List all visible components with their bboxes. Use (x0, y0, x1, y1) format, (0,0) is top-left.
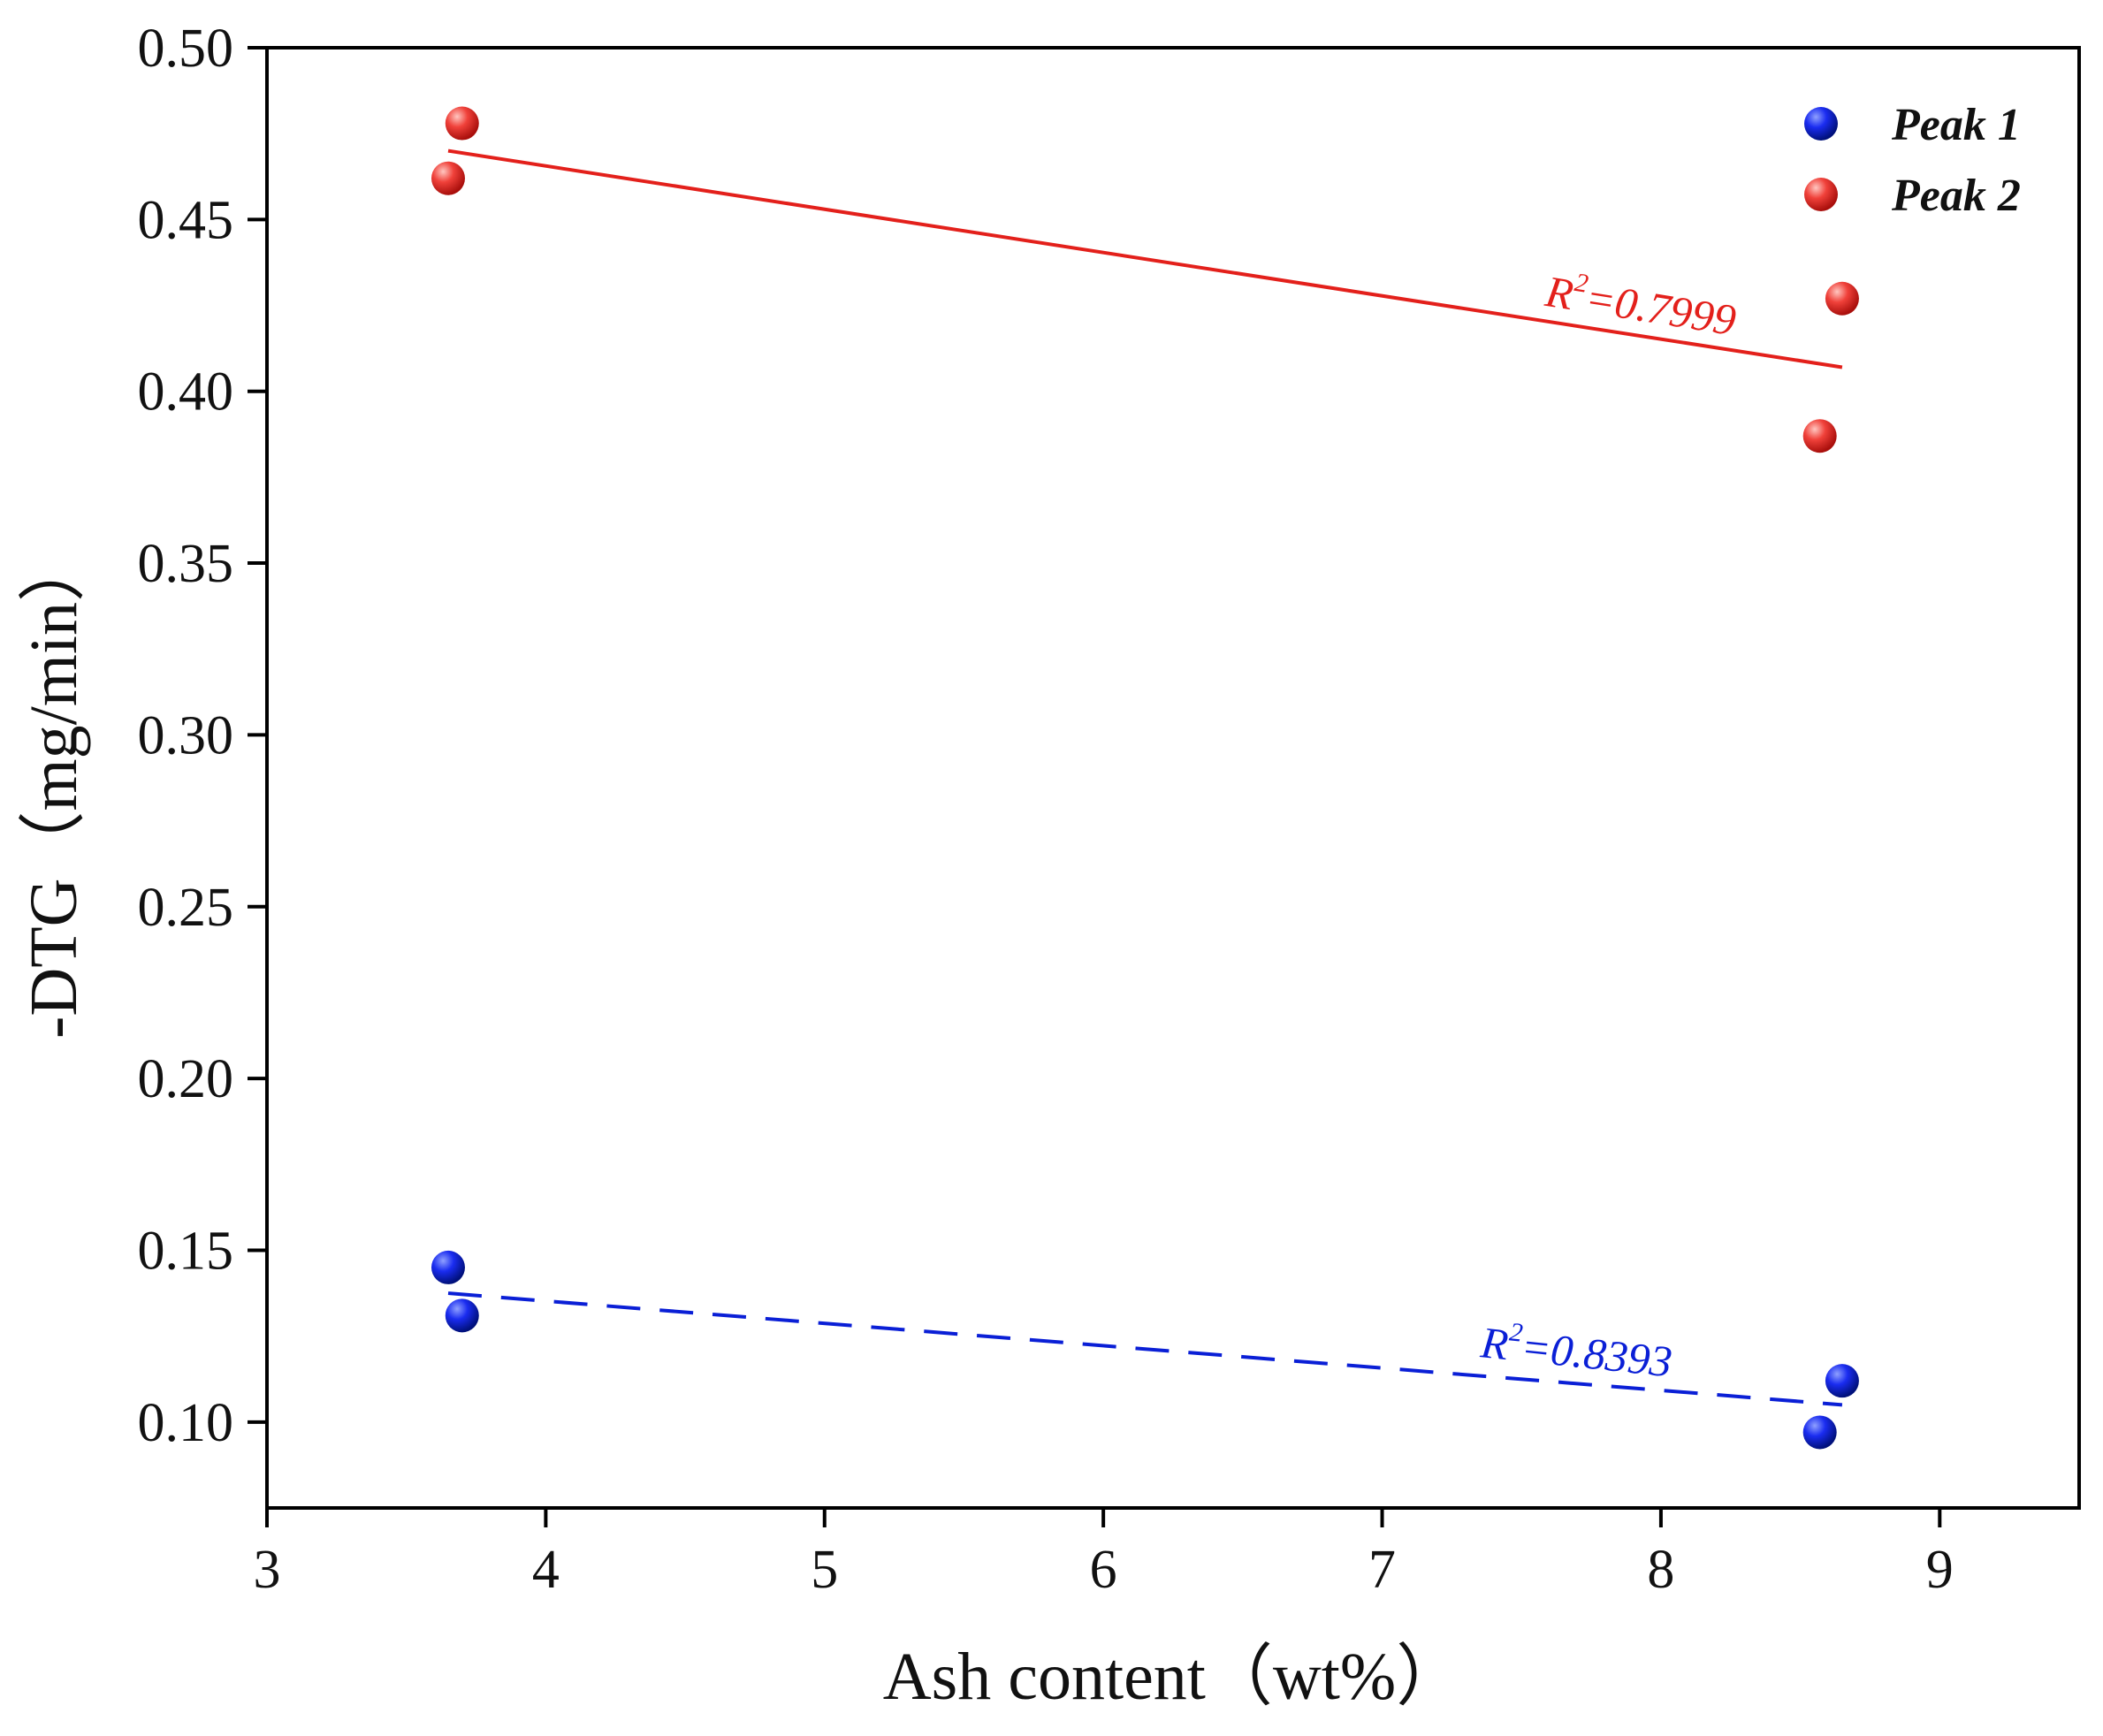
point-peak-2 (445, 106, 479, 141)
point-peak-2 (1825, 281, 1859, 316)
y-axis: 0.10 0.15 0.20 0.25 0.30 0.35 0.40 0.45 0.50 (138, 19, 267, 1453)
point-peak-2 (1802, 419, 1837, 453)
fit-line-peak-2 (447, 148, 1843, 369)
x-tick-label: 6 (1090, 1540, 1117, 1600)
x-tick-label: 8 (1647, 1540, 1674, 1600)
y-tick-label: 0.30 (138, 705, 234, 765)
data-points (431, 106, 1859, 1450)
plot-frame-rect (265, 46, 2081, 1510)
x-tick-label: 3 (254, 1540, 281, 1600)
y-tick-label: 0.25 (138, 878, 234, 938)
point-peak-1 (431, 1250, 465, 1284)
point-peak-1 (1802, 1415, 1837, 1450)
x-tick-label: 4 (532, 1540, 560, 1600)
point-peak-1 (445, 1298, 479, 1333)
y-tick-label: 0.40 (138, 362, 234, 423)
r2-label: R2=0.8393 (1478, 1314, 1675, 1386)
y-tick-label: 0.10 (138, 1393, 234, 1453)
r2-value: =0.7999 (1582, 272, 1740, 345)
point-peak-1 (1825, 1364, 1859, 1398)
legend-label-peak-1: Peak 1 (1891, 100, 2021, 150)
point-peak-2 (431, 161, 465, 195)
r2-superscript: 2 (1573, 268, 1590, 299)
y-tick-label: 0.20 (138, 1049, 234, 1109)
x-axis: 3 4 5 6 7 8 9 (254, 1508, 1954, 1600)
x-axis-title: Ash content（wt%） (883, 1640, 1463, 1714)
plot-frame (265, 46, 2081, 1510)
legend-label-peak-2: Peak 2 (1891, 171, 2021, 221)
legend: Peak 1 Peak 2 (1804, 100, 2021, 221)
legend-marker-peak-2 (1804, 178, 1838, 211)
r2-label: R2=0.7999 (1542, 263, 1740, 345)
y-tick-label: 0.35 (138, 534, 234, 594)
r2-superscript: 2 (1508, 1317, 1524, 1347)
r2-symbol: R (1542, 266, 1577, 319)
fit-lines (447, 148, 1843, 1407)
y-axis-title: -DTG（mg/min） (17, 535, 91, 1039)
r2-symbol: R (1478, 1317, 1511, 1369)
fit-line-peak-1 (447, 1291, 1843, 1407)
y-tick-label: 0.45 (138, 190, 234, 250)
x-tick-label: 9 (1926, 1540, 1954, 1600)
legend-marker-peak-1 (1804, 107, 1838, 141)
y-tick-label: 0.15 (138, 1221, 234, 1281)
x-tick-label: 5 (811, 1540, 838, 1600)
x-tick-label: 7 (1368, 1540, 1396, 1600)
r2-value: =0.8393 (1519, 1321, 1674, 1387)
y-tick-label: 0.50 (138, 19, 234, 79)
